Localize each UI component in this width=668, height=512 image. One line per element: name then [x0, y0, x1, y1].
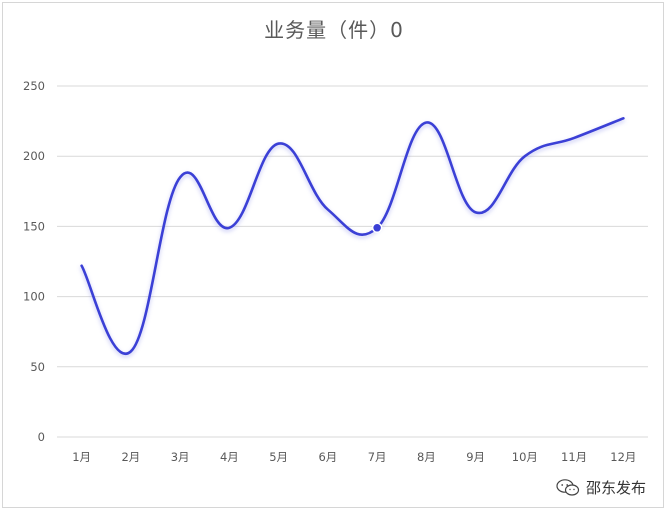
y-tick-label: 50	[30, 360, 45, 374]
data-point[interactable]	[568, 132, 580, 144]
data-point[interactable]	[76, 260, 88, 272]
series-line	[80, 116, 625, 356]
x-tick-label: 10月	[512, 450, 538, 464]
watermark: 邵东发布	[556, 477, 646, 498]
x-tick-label: 3月	[171, 450, 190, 464]
x-tick-label: 6月	[318, 450, 337, 464]
data-point[interactable]	[174, 171, 186, 183]
grid-lines	[57, 85, 648, 438]
x-axis-ticks: 1月 2月 3月 4月 5月 6月 7月 8月 9月 10月 11月 12月	[72, 450, 636, 464]
y-tick-label: 150	[23, 219, 45, 233]
y-tick-label: 200	[23, 149, 45, 163]
x-tick-label: 4月	[220, 450, 239, 464]
x-tick-label: 7月	[368, 450, 387, 464]
data-point[interactable]	[273, 138, 285, 150]
points-group	[76, 112, 629, 357]
data-point[interactable]	[223, 222, 235, 234]
chart-title: 业务量（件）0	[264, 18, 404, 42]
x-tick-label: 9月	[466, 450, 485, 464]
watermark-text: 邵东发布	[585, 479, 646, 497]
x-tick-label: 5月	[269, 450, 288, 464]
y-axis-ticks: 0 50 100 150 200 250	[23, 79, 45, 444]
x-tick-label: 11月	[561, 450, 587, 464]
x-tick-label: 12月	[610, 450, 636, 464]
data-point[interactable]	[617, 112, 629, 124]
wechat-icon	[556, 478, 580, 496]
y-tick-label: 100	[23, 290, 45, 304]
data-point[interactable]	[519, 150, 531, 162]
series-group	[80, 116, 625, 356]
data-point[interactable]	[470, 206, 482, 218]
x-tick-label: 1月	[72, 450, 91, 464]
x-tick-label: 8月	[417, 450, 436, 464]
highlighted-data-point[interactable]	[371, 222, 383, 234]
data-point[interactable]	[322, 204, 334, 216]
data-point[interactable]	[420, 117, 432, 129]
data-point[interactable]	[125, 345, 137, 357]
y-tick-label: 0	[38, 430, 45, 444]
x-tick-label: 2月	[121, 450, 140, 464]
y-tick-label: 250	[23, 79, 45, 93]
